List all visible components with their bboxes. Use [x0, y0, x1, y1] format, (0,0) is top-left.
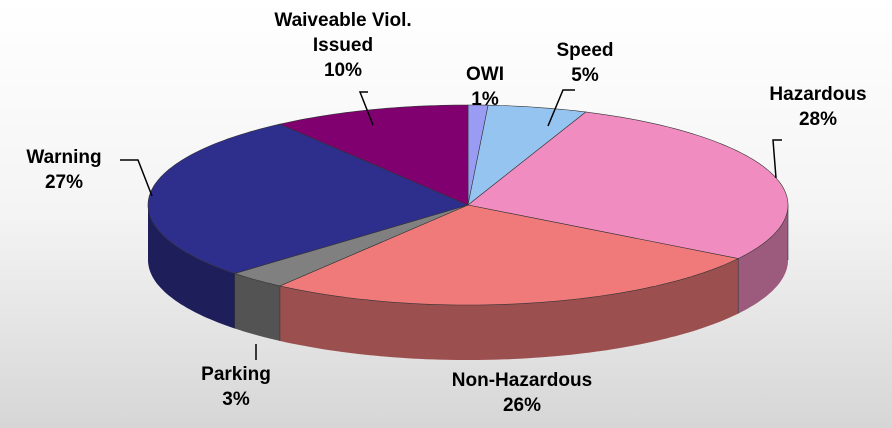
- slice-top: [467, 104, 587, 206]
- slice-value: 5%: [571, 65, 599, 86]
- slice-label: Parking 3%: [201, 362, 271, 412]
- leader-line: [120, 159, 153, 197]
- slice-name: Speed: [556, 40, 614, 61]
- slice-label: OWI 1%: [466, 62, 504, 112]
- slice-side: [738, 205, 788, 314]
- slice-side: [279, 258, 739, 360]
- slice-label: Waiveable Viol. Issued 10%: [268, 8, 418, 83]
- slice-side: [148, 205, 235, 329]
- slice-label: Hazardous 28%: [769, 82, 866, 132]
- slice-side-shade: [279, 258, 739, 360]
- leader-line: [772, 139, 782, 179]
- slice-value: 3%: [222, 389, 250, 410]
- slice-side-shade: [738, 205, 788, 314]
- slice-label: Speed 5%: [556, 38, 613, 88]
- slice-name: Parking: [201, 364, 271, 385]
- slice-side: [234, 273, 280, 341]
- slice-top: [147, 123, 469, 274]
- slice-name: Hazardous: [769, 84, 867, 105]
- slice-label: Non-Hazardous 26%: [452, 368, 592, 418]
- slice-value: 28%: [798, 109, 838, 130]
- slice-top: [278, 204, 740, 306]
- slice-side-shade: [234, 273, 280, 341]
- slice-name: Warning: [26, 147, 102, 168]
- slice-side-shade: [148, 205, 235, 329]
- slice-value: 1%: [471, 89, 499, 110]
- slice-value: 27%: [44, 172, 84, 193]
- slice-top: [278, 104, 469, 206]
- slice-name: Waiveable Viol. Issued: [274, 10, 412, 56]
- slice-name: Non-Hazardous: [451, 370, 593, 391]
- slice-name: OWI: [466, 64, 504, 85]
- slice-top: [467, 111, 789, 259]
- slice-top: [233, 204, 469, 287]
- slice-label: Warning 27%: [26, 145, 101, 195]
- leader-line: [358, 91, 374, 126]
- slice-value: 10%: [323, 60, 363, 81]
- leader-line: [547, 89, 575, 127]
- slice-value: 26%: [502, 395, 542, 416]
